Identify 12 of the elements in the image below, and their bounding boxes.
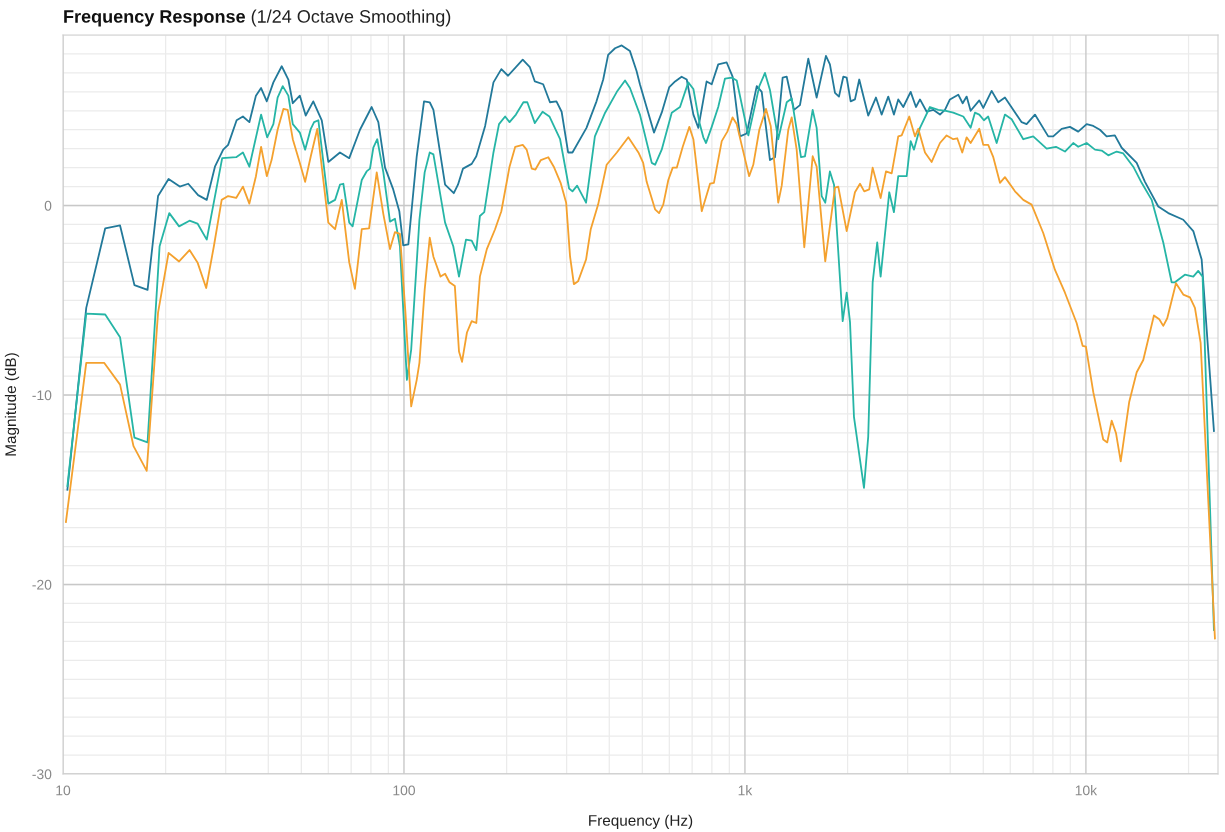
- x-tick-label: 10: [56, 785, 71, 796]
- chart-title: Frequency Response: [64, 10, 245, 27]
- y-tick-label: -10: [32, 390, 52, 401]
- chart-subtitle: (1/24 Octave Smoothing): [251, 9, 451, 27]
- x-tick-label: 100: [393, 785, 416, 796]
- y-axis-title: Magnitude (dB): [4, 353, 20, 456]
- x-tick-label: 10k: [1075, 785, 1098, 796]
- y-tick-label: -30: [32, 769, 52, 780]
- x-axis-title: Frequency (Hz): [589, 814, 693, 829]
- y-tick-label: 0: [44, 200, 52, 211]
- y-tick-label: -20: [32, 579, 52, 590]
- x-tick-label: 1k: [738, 785, 753, 796]
